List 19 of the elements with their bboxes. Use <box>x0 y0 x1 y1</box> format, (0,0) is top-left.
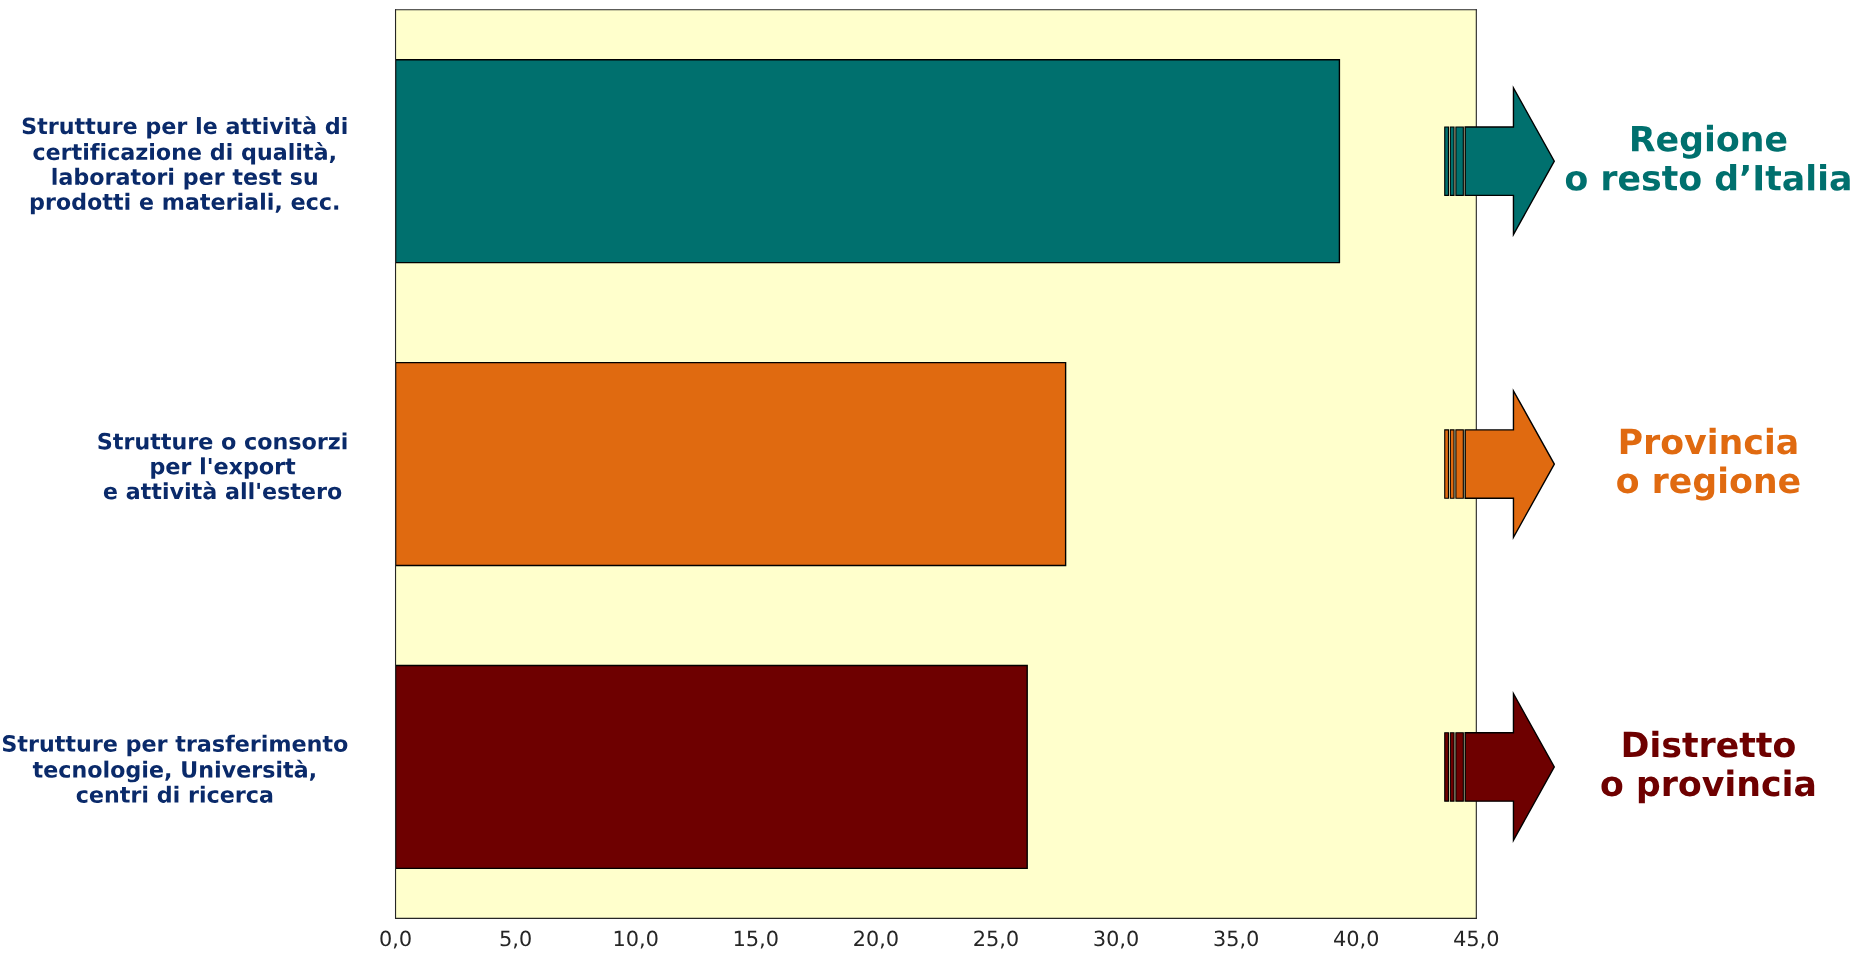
y-tick-label: Strutture o consorzi per l'export e attività all'estero <box>98 432 347 500</box>
x-tick-label: 15,0 <box>734 930 778 949</box>
text: Provincia o regione <box>1617 427 1800 501</box>
x-tick-label: 20,0 <box>854 930 898 949</box>
bar <box>395 361 1067 567</box>
x-tick-label: 40,0 <box>1334 930 1379 949</box>
x-tick-label: 45,0 <box>1454 930 1499 949</box>
y-tick-label: Strutture per trasferimento tecnologie, Università, centri di ricerca <box>2 734 348 803</box>
x-tick-label: 25,0 <box>974 930 1018 949</box>
x-tick-label: 0,0 <box>380 930 411 949</box>
text: Regione o resto d’Italia <box>1565 124 1850 191</box>
y-tick-label: Strutture per le attività di certificazione di qualità, laboratori per test su prodotti e materiali, ecc. <box>22 116 347 215</box>
x-tick-label: 30,0 <box>1094 930 1138 949</box>
x-tick-label: 5,0 <box>500 930 531 949</box>
x-tick-label: 35,0 <box>1214 930 1258 949</box>
text: Distretto o provincia <box>1601 730 1815 804</box>
bar <box>395 664 1028 870</box>
x-tick-label: 10,0 <box>614 930 658 949</box>
bar <box>395 59 1341 264</box>
